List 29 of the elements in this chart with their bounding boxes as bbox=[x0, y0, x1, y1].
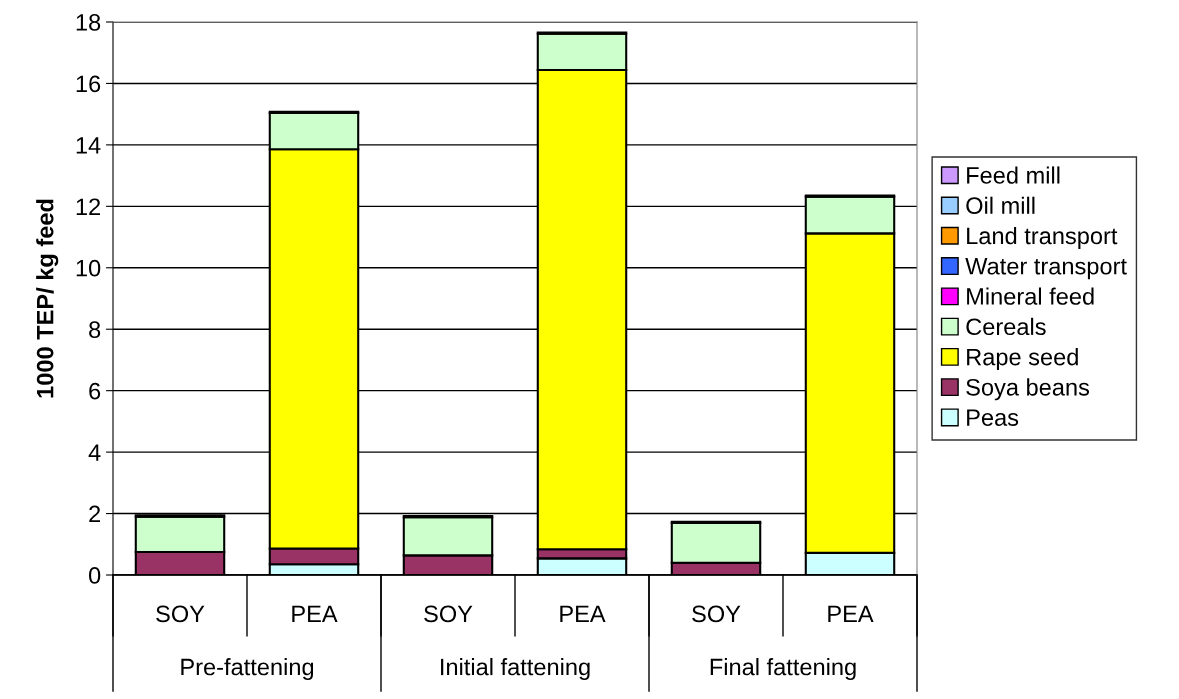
text: Initial fattening bbox=[441, 658, 590, 681]
legend-label: Oil mill bbox=[966, 196, 1035, 215]
y-tick-label: 12 bbox=[76, 198, 101, 215]
text: Pre-fattening bbox=[181, 658, 314, 681]
y-tick-label: 0 bbox=[88, 567, 101, 584]
legend-label: Feed mill bbox=[967, 166, 1060, 184]
x-tick-label: SOY bbox=[424, 605, 473, 623]
legend-label: Rape seed bbox=[967, 348, 1078, 371]
legend-label: Mineral feed bbox=[967, 287, 1094, 305]
x-tick-label: PEA bbox=[560, 605, 606, 623]
x-tick-label: PEA bbox=[292, 605, 338, 623]
y-axis-title: 1000 TEP/ kg feed bbox=[36, 199, 59, 398]
legend-label: Water transport bbox=[965, 258, 1127, 280]
y-tick-label: 16 bbox=[76, 75, 101, 93]
x-tick-label: SOY bbox=[692, 605, 741, 623]
y-tick-label: 6 bbox=[89, 382, 101, 400]
y-tick-label: 18 bbox=[76, 14, 101, 31]
y-tick-label: 14 bbox=[76, 137, 101, 154]
x-tick-label: SOY bbox=[156, 605, 205, 623]
text: Final fattening bbox=[710, 658, 856, 681]
legend-label: Land transport bbox=[967, 226, 1118, 249]
legend-label: Soya beans bbox=[966, 378, 1090, 401]
legend-label: Peas bbox=[967, 409, 1019, 426]
y-tick-label: 2 bbox=[89, 505, 101, 523]
y-tick-label: 10 bbox=[76, 259, 101, 277]
legend-label: Cereals bbox=[966, 317, 1046, 336]
x-tick-label: PEA bbox=[828, 605, 874, 623]
y-tick-label: 8 bbox=[89, 321, 101, 339]
y-tick-label: 4 bbox=[88, 444, 101, 461]
